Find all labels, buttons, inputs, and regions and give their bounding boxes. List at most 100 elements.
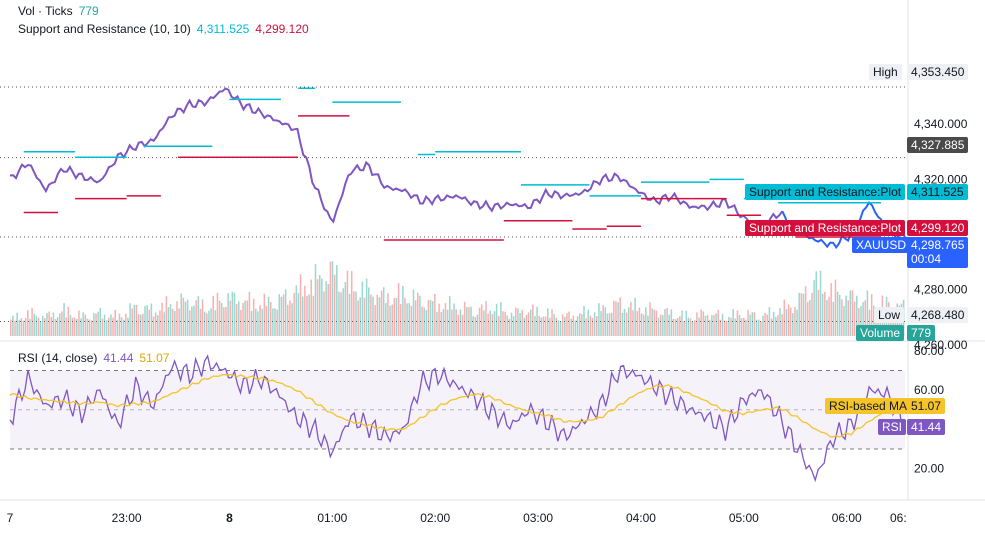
- volume-bar: [858, 308, 860, 336]
- volume-bar: [114, 309, 116, 336]
- volume-bar: [291, 303, 293, 336]
- volume-bar: [259, 305, 261, 336]
- volume-bar: [613, 300, 615, 336]
- volume-bar: [289, 300, 291, 336]
- volume-bar: [517, 308, 519, 336]
- volume-bar: [359, 297, 362, 336]
- volume-bar: [868, 309, 871, 336]
- volume-bar: [598, 303, 600, 336]
- volume-bar: [864, 300, 867, 336]
- volume-bar: [278, 294, 281, 336]
- low-label-name: Low: [878, 308, 901, 322]
- volume-bar: [798, 292, 800, 336]
- volume-bar: [604, 307, 607, 336]
- volume-bar: [726, 320, 728, 336]
- volume-bar: [743, 317, 745, 336]
- volume-bar: [101, 318, 104, 336]
- volume-bar: [212, 295, 214, 336]
- volume-bar: [414, 300, 417, 336]
- resistance-plot-name: Support and Resistance:Plot: [749, 185, 902, 199]
- volume-bar: [493, 311, 496, 336]
- volume-bar: [287, 304, 289, 336]
- volume-bar: [99, 307, 102, 336]
- low-value: 4,268.480: [911, 308, 965, 322]
- volume-bar: [223, 307, 225, 336]
- volume-bar: [768, 307, 771, 336]
- volume-bar: [242, 302, 244, 336]
- volume-bar: [31, 307, 33, 336]
- volume-bar: [845, 295, 847, 336]
- volume-bar: [122, 319, 125, 336]
- volume-bar: [783, 299, 786, 336]
- time-tick-label: 8: [226, 511, 233, 525]
- volume-bar: [700, 309, 702, 336]
- volume-bar: [651, 308, 653, 336]
- volume-value: 779: [911, 326, 932, 340]
- volume-bar: [476, 314, 479, 336]
- volume-bar: [93, 312, 95, 336]
- volume-bar: [578, 313, 581, 336]
- volume-bar: [544, 316, 547, 336]
- volume-bar: [235, 304, 238, 336]
- volume-bar: [148, 309, 151, 336]
- volume-bar: [698, 317, 700, 336]
- volume-bar: [540, 317, 543, 336]
- volume-bar: [425, 310, 428, 336]
- rsi-tick-label: 80.00: [914, 344, 944, 358]
- volume-bar: [157, 315, 159, 336]
- volume-bar: [860, 306, 862, 336]
- volume-bar: [417, 292, 419, 336]
- volume-bar: [321, 278, 323, 336]
- volume-bar: [685, 310, 688, 336]
- volume-bar: [687, 317, 690, 336]
- rsi-name: RSI: [882, 420, 903, 434]
- volume-bar: [672, 318, 675, 336]
- volume-bar: [429, 299, 432, 336]
- volume-bar: [504, 311, 506, 336]
- volume-bar: [340, 292, 342, 336]
- volume-bar: [515, 307, 517, 336]
- volume-bar: [105, 320, 108, 336]
- volume-bar: [203, 311, 206, 336]
- volume-bar: [892, 311, 894, 336]
- volume-bar: [78, 310, 80, 336]
- volume-bar: [16, 312, 18, 336]
- volume-bar: [534, 316, 536, 336]
- volume-bar: [178, 308, 180, 336]
- volume-bar: [621, 312, 624, 336]
- volume-bar: [310, 279, 312, 336]
- volume-bar: [131, 308, 133, 336]
- volume-bar: [318, 275, 321, 336]
- volume-bar: [421, 306, 423, 336]
- volume-bar: [691, 321, 694, 336]
- volume-bar: [125, 313, 127, 336]
- volume-bar: [142, 313, 144, 336]
- volume-bar: [146, 305, 148, 336]
- volume-bar: [547, 308, 549, 336]
- volume-bar: [444, 303, 447, 336]
- volume-bar: [257, 311, 259, 336]
- volume-bar: [71, 317, 74, 336]
- volume-bar: [167, 307, 170, 336]
- volume-bar: [353, 291, 355, 336]
- volume-bar: [231, 291, 234, 336]
- support-value: 4,299.120: [911, 221, 965, 235]
- volume-bar: [789, 307, 792, 336]
- volume-bar: [483, 310, 485, 336]
- volume-bar: [154, 312, 157, 336]
- volume-bar: [762, 315, 764, 336]
- volume-bar: [391, 304, 393, 336]
- volume-bar: [127, 317, 129, 336]
- volume-bar: [459, 309, 462, 336]
- volume-bar: [431, 301, 434, 336]
- volume-bar: [41, 315, 44, 336]
- volume-bar: [255, 308, 257, 336]
- volume-bar: [704, 315, 707, 336]
- volume-bar: [551, 309, 553, 336]
- volume-bar: [325, 281, 327, 336]
- volume-bar: [246, 300, 249, 336]
- volume-bar: [721, 314, 724, 336]
- volume-bar: [676, 317, 679, 336]
- volume-bar: [589, 315, 592, 336]
